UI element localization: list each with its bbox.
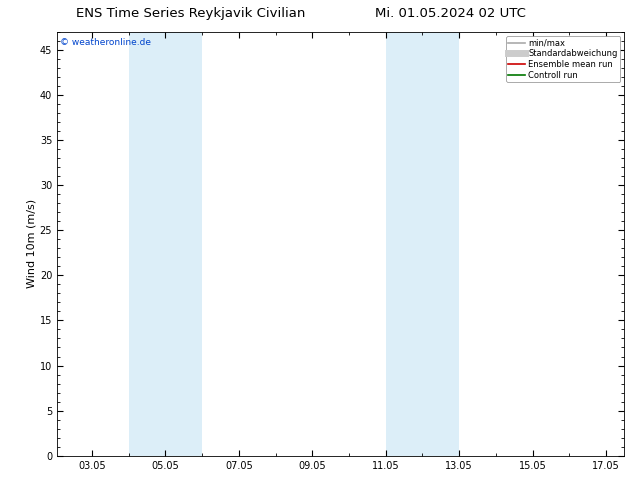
- Legend: min/max, Standardabweichung, Ensemble mean run, Controll run: min/max, Standardabweichung, Ensemble me…: [506, 36, 620, 82]
- Bar: [385, 32, 459, 456]
- Y-axis label: Wind 10m (m/s): Wind 10m (m/s): [27, 199, 37, 288]
- Text: ENS Time Series Reykjavik Civilian: ENS Time Series Reykjavik Civilian: [75, 7, 305, 21]
- Bar: [129, 32, 202, 456]
- Text: © weatheronline.de: © weatheronline.de: [60, 38, 151, 47]
- Text: Mi. 01.05.2024 02 UTC: Mi. 01.05.2024 02 UTC: [375, 7, 526, 21]
